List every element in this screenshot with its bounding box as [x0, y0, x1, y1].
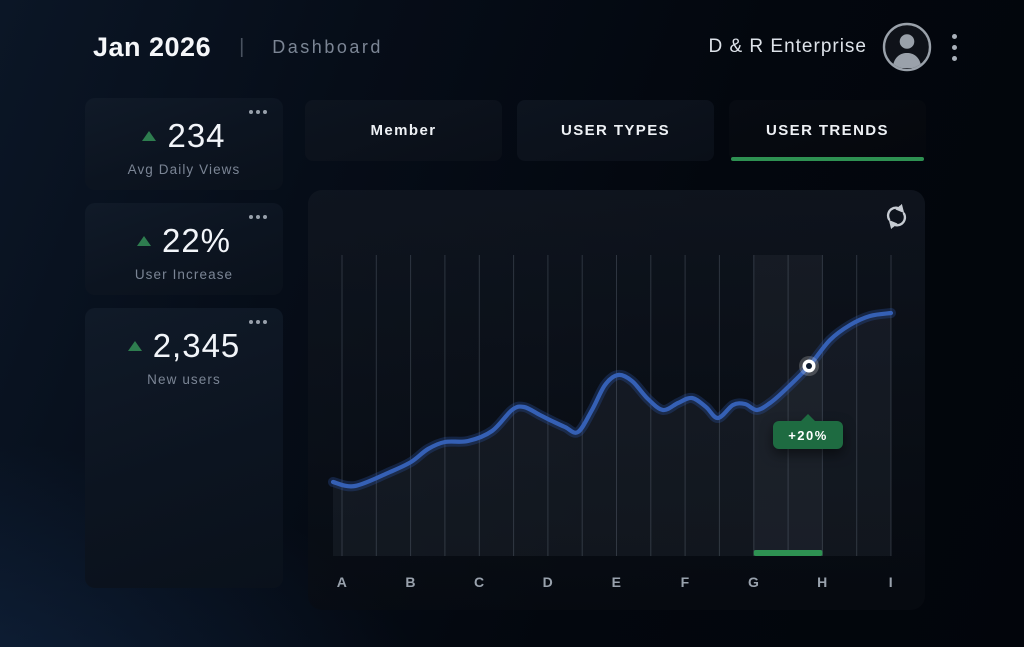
- user-trends-chart-panel: A B C D E F G H I +20%: [308, 190, 925, 610]
- x-axis-label: I: [889, 574, 893, 590]
- stat-value: 22%: [161, 222, 232, 259]
- x-axis-label: F: [681, 574, 690, 590]
- kebab-menu-icon[interactable]: [947, 29, 962, 66]
- refresh-icon: [886, 203, 907, 230]
- user-avatar-icon: [882, 22, 932, 72]
- card-menu-icon[interactable]: [246, 317, 270, 327]
- x-axis-label: D: [543, 574, 554, 590]
- increase-icon: [127, 341, 142, 351]
- tab-user-trends[interactable]: USER TRENDS: [729, 100, 926, 161]
- band-indicator-bar: [753, 550, 823, 556]
- header-right: D & R Enterprise: [708, 22, 962, 72]
- tab-label: Member: [370, 122, 437, 139]
- stat-row: 2,345: [99, 327, 269, 365]
- x-axis-label: E: [612, 574, 622, 590]
- avatar[interactable]: [882, 22, 932, 72]
- header-divider: |: [239, 35, 245, 58]
- stat-card-avg-daily-views: 234 Avg Daily Views: [85, 98, 283, 190]
- tab-label: USER TRENDS: [766, 122, 889, 139]
- increase-icon: [136, 236, 151, 246]
- card-menu-icon[interactable]: [246, 212, 270, 222]
- company-name: D & R Enterprise: [708, 36, 867, 57]
- stat-label: Avg Daily Views: [127, 162, 241, 177]
- stat-value: 234: [167, 117, 226, 154]
- stat-value: 2,345: [152, 327, 241, 364]
- stat-label: User Increase: [134, 267, 234, 282]
- stat-card-new-users: 2,345 New users: [85, 308, 283, 588]
- x-axis-label: G: [748, 574, 759, 590]
- x-axis-label: B: [405, 574, 416, 590]
- page-date: Jan 2026: [93, 31, 212, 62]
- stat-row: 22%: [99, 222, 269, 260]
- tab-label: USER TYPES: [560, 122, 671, 139]
- area-fill: [333, 313, 891, 556]
- tab-member[interactable]: Member: [305, 100, 502, 161]
- header: Jan 2026 | Dashboard D & R Enterprise: [0, 0, 1024, 94]
- stat-label: New users: [147, 372, 221, 387]
- x-axis-label: C: [474, 574, 485, 590]
- header-left: Jan 2026 | Dashboard: [93, 32, 383, 63]
- x-axis-label: A: [337, 574, 348, 590]
- data-point-tooltip: +20%: [773, 421, 843, 449]
- marker-core: [806, 363, 812, 369]
- active-tab-indicator: [731, 157, 924, 161]
- breadcrumb-dashboard[interactable]: Dashboard: [272, 36, 383, 57]
- trend-chart: A B C D E F G H I: [328, 255, 896, 590]
- tab-user-types[interactable]: USER TYPES: [517, 100, 714, 161]
- x-axis-label: H: [817, 574, 828, 590]
- tooltip-value: +20%: [788, 427, 828, 443]
- stat-row: 234: [99, 117, 269, 155]
- tab-bar: Member USER TYPES USER TRENDS: [305, 100, 926, 161]
- refresh-button[interactable]: [883, 203, 910, 230]
- stat-card-user-increase: 22% User Increase: [85, 203, 283, 295]
- card-menu-icon[interactable]: [246, 107, 270, 117]
- trend-line: [330, 310, 894, 489]
- increase-icon: [142, 131, 157, 141]
